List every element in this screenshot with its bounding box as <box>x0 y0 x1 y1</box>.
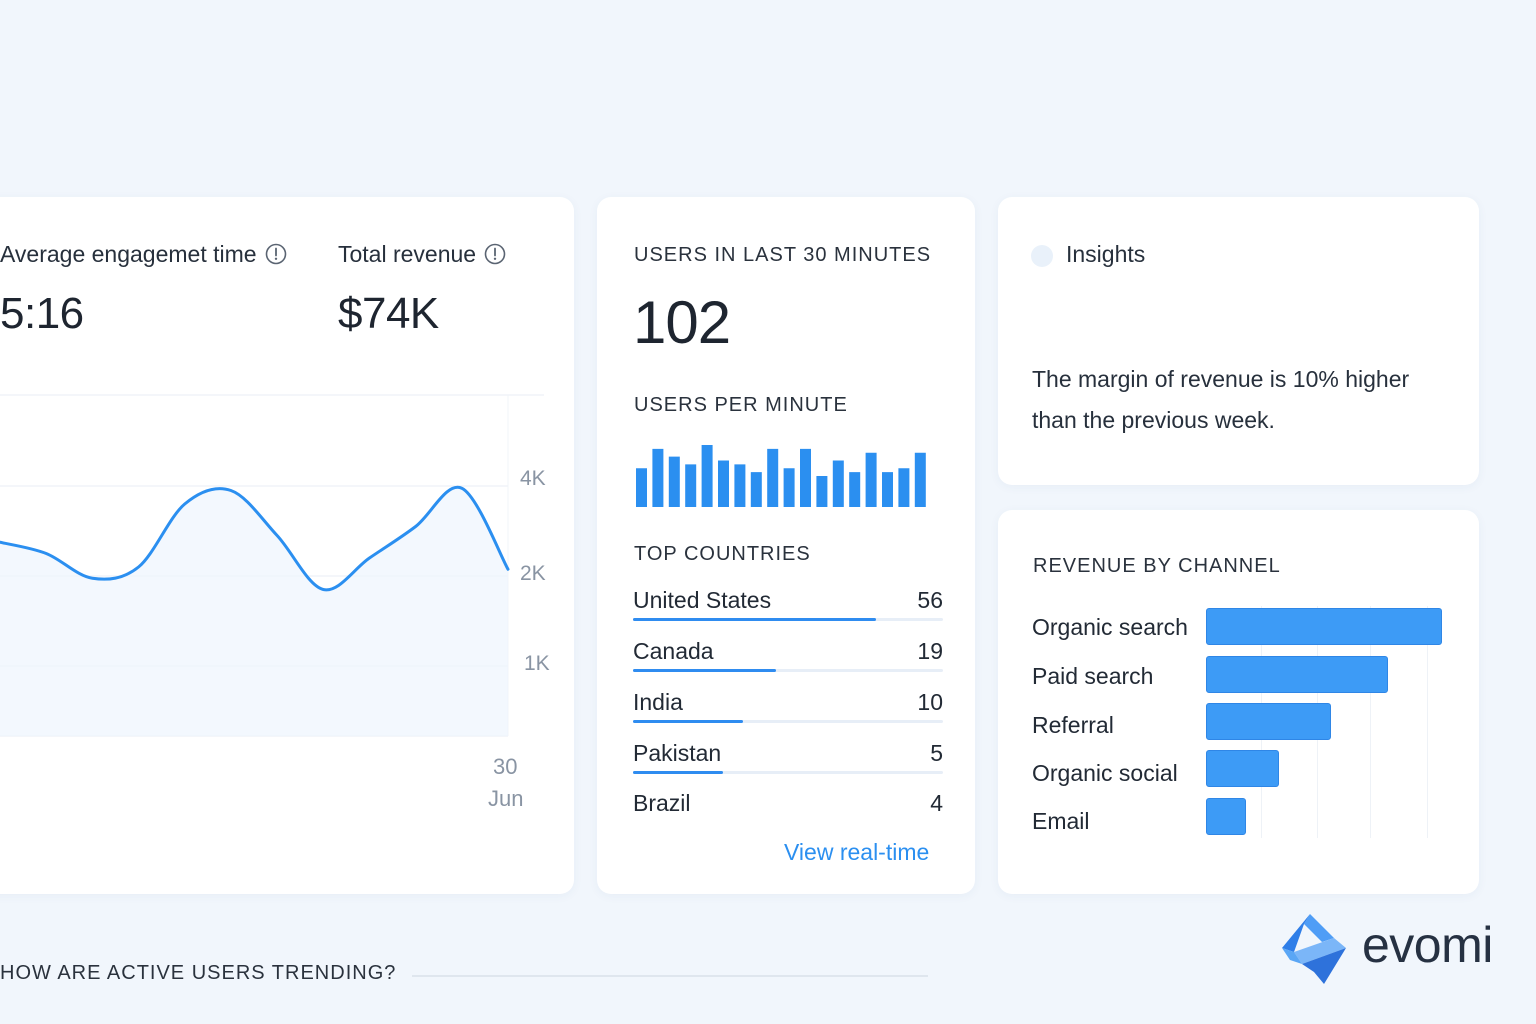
country-row-pakistan[interactable]: Pakistan 5 <box>633 740 943 778</box>
divider <box>412 975 928 977</box>
country-name: Pakistan <box>633 740 722 766</box>
realtime-card <box>597 197 975 894</box>
info-icon[interactable] <box>265 243 287 271</box>
revenue-label-text: Total revenue <box>338 241 477 267</box>
minute-bar <box>816 476 828 507</box>
engagement-label-text: Average engagemet time <box>0 241 257 267</box>
channel-bar-paid-search[interactable] <box>1206 656 1388 693</box>
users-per-minute-label: USERS PER MINUTE <box>634 394 848 416</box>
channel-label-paid-search: Paid search <box>1032 663 1154 689</box>
channel-bar-email[interactable] <box>1206 798 1247 835</box>
revenue-metric-value: $74K <box>338 289 439 338</box>
users-per-minute-bar-chart <box>636 445 926 507</box>
country-row-united-states[interactable]: United States 56 <box>633 587 943 625</box>
view-realtime-link[interactable]: View real-time <box>784 839 930 865</box>
country-progress-track <box>633 771 943 774</box>
country-progress-fill <box>633 771 723 774</box>
y-tick-label: 2K <box>520 562 546 585</box>
gridline <box>1370 606 1371 838</box>
info-icon[interactable] <box>484 243 506 271</box>
channel-label-organic-social: Organic social <box>1032 760 1178 786</box>
country-progress-fill <box>633 669 776 672</box>
minute-bar <box>767 448 779 507</box>
insights-card <box>998 197 1479 485</box>
trend-series-line <box>0 485 510 592</box>
minute-bar <box>701 445 713 507</box>
country-value: 56 <box>917 587 943 613</box>
country-name: United States <box>633 587 772 613</box>
country-value: 10 <box>917 689 943 715</box>
channel-label-organic-search: Organic search <box>1032 614 1188 640</box>
minute-bar <box>849 472 861 507</box>
y-tick-label: 4K <box>520 467 546 490</box>
country-value: 5 <box>930 740 943 766</box>
minute-bar <box>783 468 795 507</box>
country-progress-track <box>633 669 943 672</box>
engagement-metric-label: Average engagemet time <box>0 241 287 271</box>
minute-bar <box>898 468 910 507</box>
minute-bar <box>718 460 729 507</box>
channel-label-referral: Referral <box>1032 712 1114 738</box>
y-tick-label: 1K <box>524 652 550 675</box>
revenue-metric-label: Total revenue <box>338 241 506 271</box>
top-countries-label: TOP COUNTRIES <box>634 543 811 565</box>
engagement-metric-value: 5:16 <box>0 289 84 338</box>
country-value: 19 <box>917 638 943 664</box>
country-progress-track <box>633 618 943 621</box>
brand-wordmark: evomi <box>1362 917 1493 973</box>
channel-bar-organic-search[interactable] <box>1206 608 1442 645</box>
channel-label-email: Email <box>1032 808 1090 834</box>
channel-bar-organic-social[interactable] <box>1206 750 1280 787</box>
minute-bar <box>800 448 811 507</box>
country-value: 4 <box>930 790 943 816</box>
country-progress-fill <box>633 720 744 723</box>
users-30min-label: USERS IN LAST 30 MINUTES <box>634 244 932 266</box>
evomi-logo-icon <box>1282 914 1346 984</box>
insights-title: Insights <box>1066 241 1146 267</box>
country-progress-fill <box>633 618 877 621</box>
x-tick-day: 30 <box>493 754 518 779</box>
minute-bar <box>882 472 893 507</box>
revenue-by-channel-title: REVENUE BY CHANNEL <box>1033 555 1281 577</box>
channel-bar-referral[interactable] <box>1206 703 1332 740</box>
minute-bar <box>832 460 844 507</box>
insights-text: The margin of revenue is 10% higher than… <box>1032 366 1410 433</box>
country-name: India <box>633 689 683 715</box>
country-row-india[interactable]: India 10 <box>633 689 943 727</box>
minute-bar <box>668 456 680 507</box>
trend-area <box>0 487 508 736</box>
active-users-line-chart <box>0 394 544 737</box>
minute-bar <box>865 452 877 507</box>
country-progress-track <box>633 720 943 723</box>
minute-bar <box>734 464 746 507</box>
minute-bar <box>685 464 697 507</box>
gridline <box>1427 606 1428 838</box>
insights-dot-icon <box>1031 245 1053 267</box>
country-row-brazil[interactable]: Brazil 4 <box>633 790 943 828</box>
country-name: Canada <box>633 638 714 664</box>
users-30min-value: 102 <box>633 289 731 356</box>
country-name: Brazil <box>633 790 691 816</box>
minute-bar <box>750 472 762 507</box>
country-row-canada[interactable]: Canada 19 <box>633 638 943 676</box>
minute-bar <box>914 452 926 507</box>
section-heading-active-users: HOW ARE ACTIVE USERS TRENDING? <box>0 962 397 984</box>
x-tick-month: Jun <box>488 786 524 811</box>
minute-bar <box>636 468 647 507</box>
minute-bar <box>652 448 664 507</box>
